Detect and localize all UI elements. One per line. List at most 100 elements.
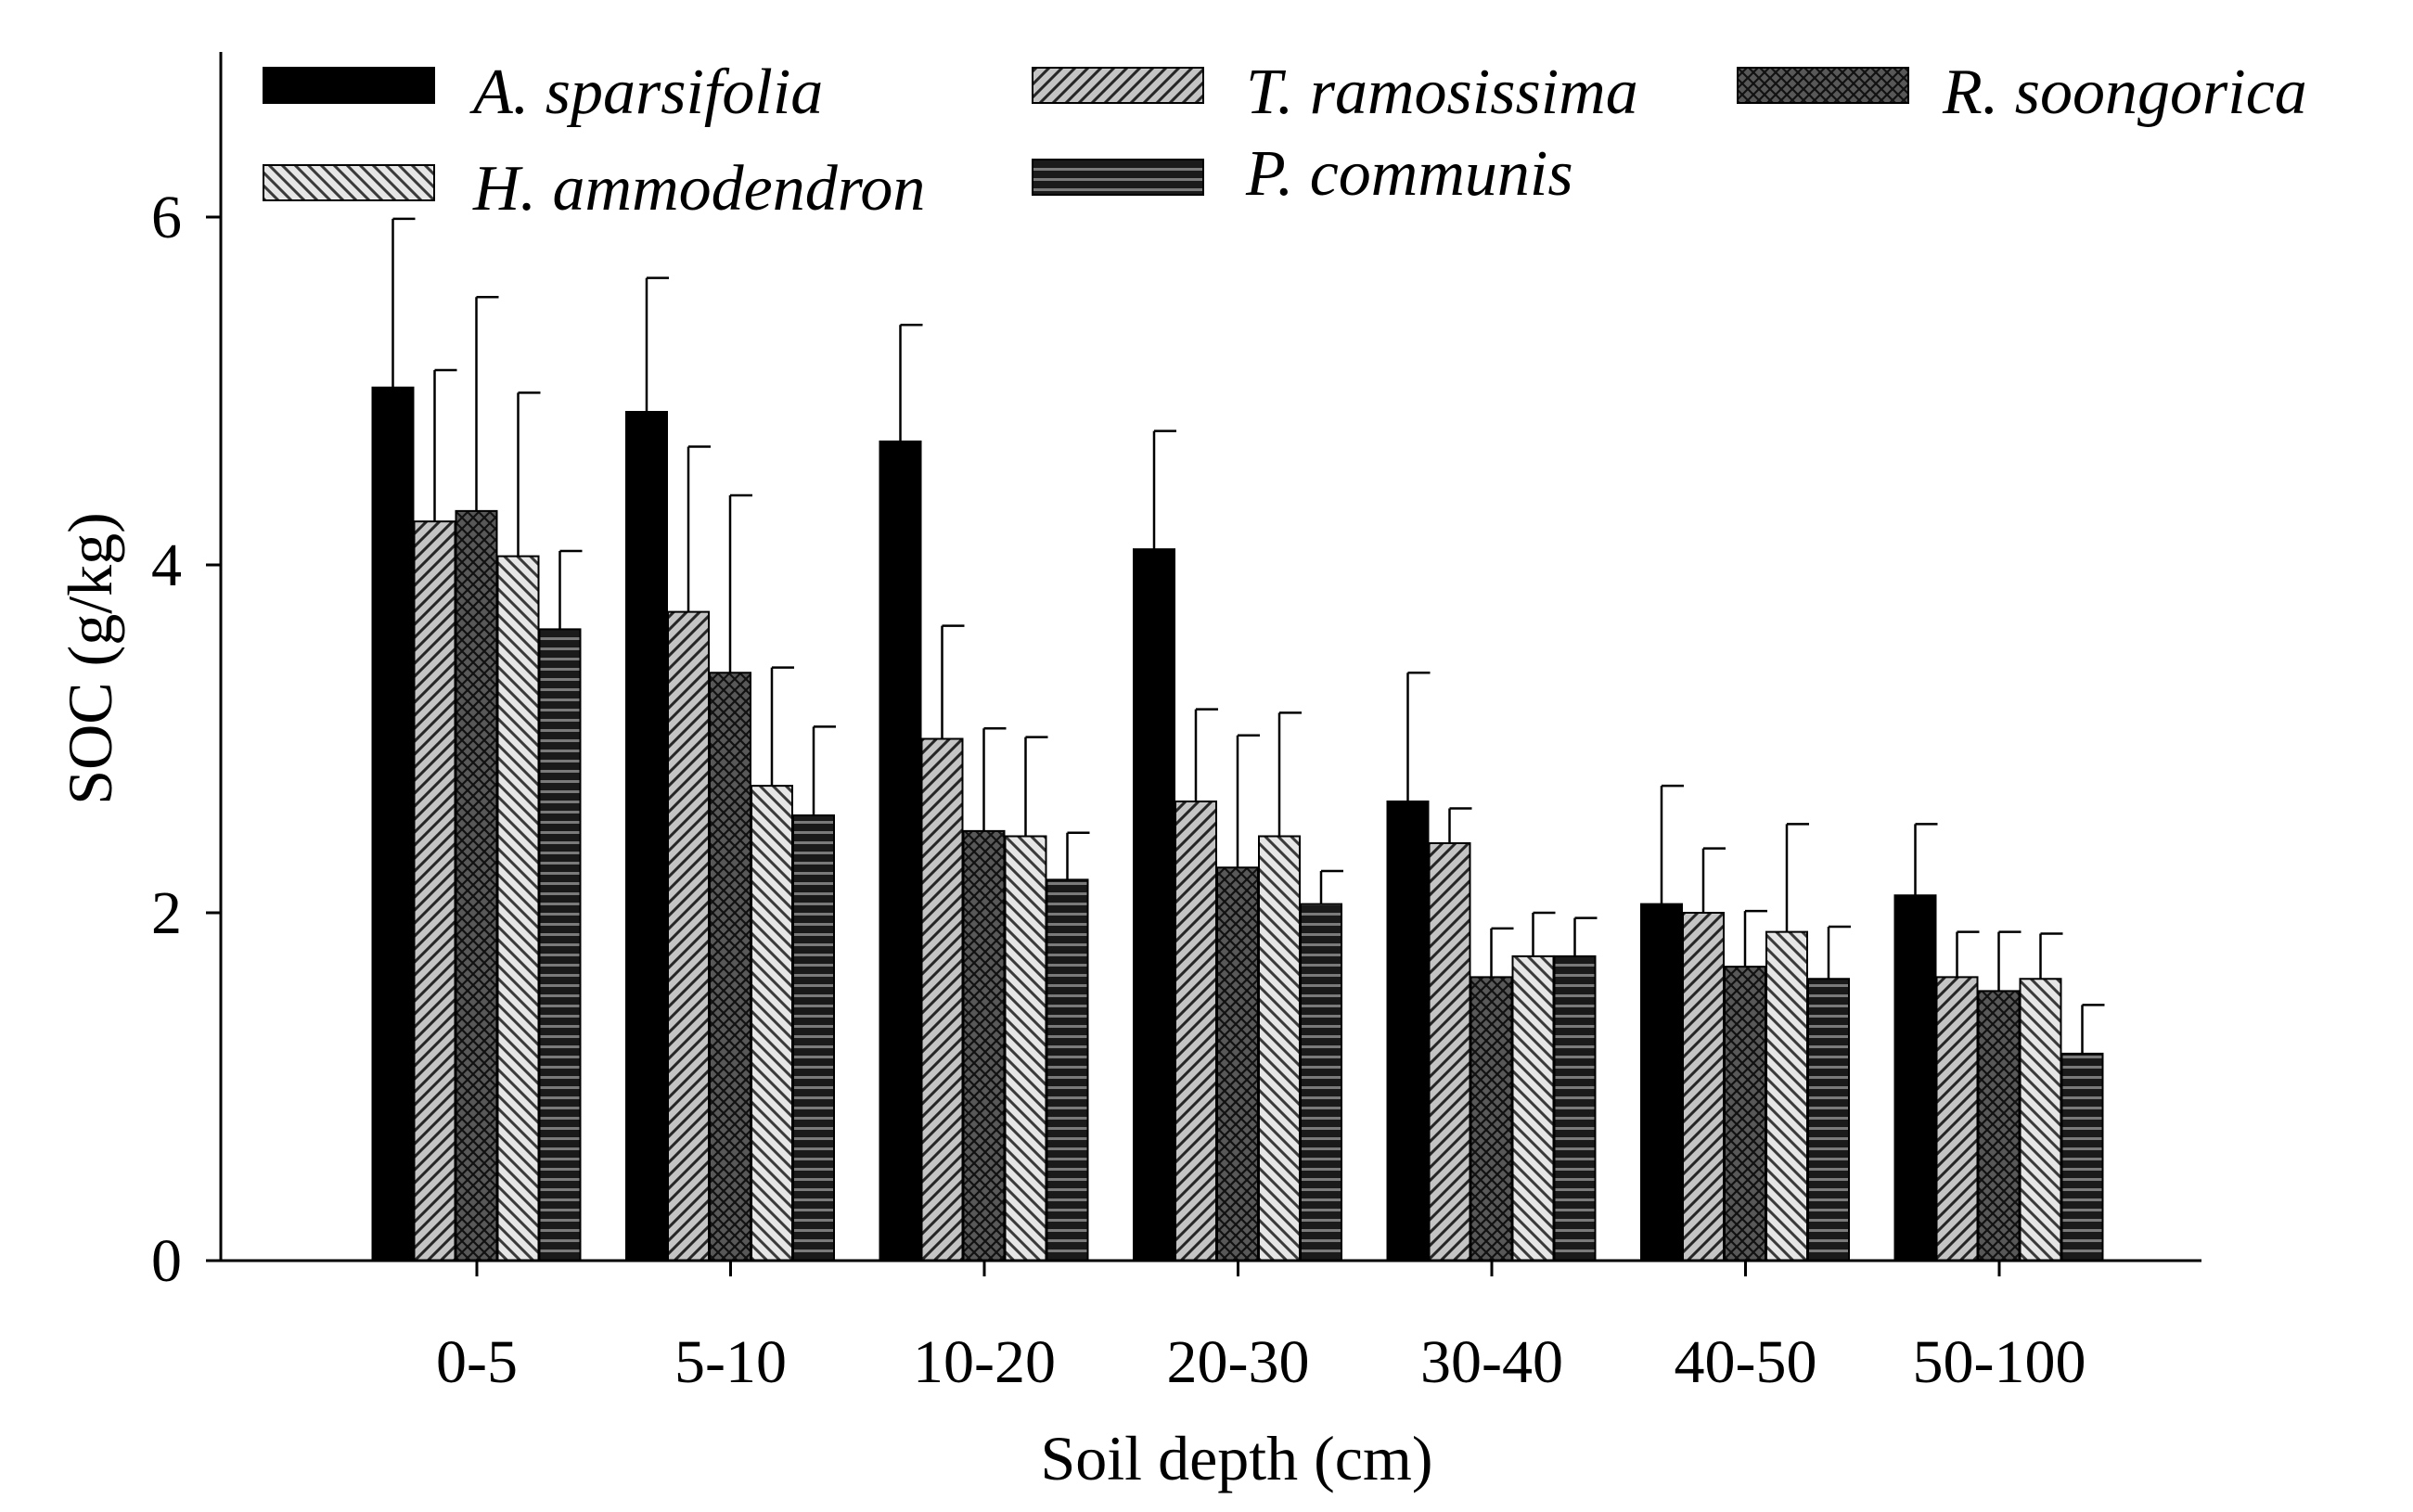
error-bar-r-soongorica-50-100 <box>1997 930 2022 992</box>
bar-t-ramosissima-50-100 <box>1935 976 1979 1262</box>
error-bar-t-ramosissima-50-100 <box>1956 930 1980 978</box>
bar-t-ramosissima-20-30 <box>1174 801 1217 1262</box>
error-bar-h-ammodendron-30-40 <box>1532 911 1556 956</box>
legend-label-r-soongorica: R. soongorica <box>1942 57 2307 128</box>
bar-r-soongorica-5-10 <box>709 672 751 1262</box>
bar-a-sparsifolia-50-100 <box>1893 894 1937 1262</box>
x-ticks-layer: 0-5 5-10 10-20 20-30 30-40 40-50 50-100 <box>436 1261 2086 1396</box>
error-bar-r-soongorica-5-10 <box>728 493 752 673</box>
error-bar-h-ammodendron-20-30 <box>1277 711 1302 837</box>
bar-p-communis-50-100 <box>2060 1052 2104 1262</box>
legend-swatch-r-soongorica <box>1737 67 1909 104</box>
bar-h-ammodendron-20-30 <box>1258 835 1301 1262</box>
x-tick-label-0-5: 0-5 <box>436 1328 518 1396</box>
y-tick-label-6: 6 <box>151 184 182 251</box>
bar-r-soongorica-30-40 <box>1470 976 1513 1262</box>
bar-r-soongorica-0-5 <box>455 509 498 1262</box>
error-bar-t-ramosissima-30-40 <box>1448 807 1472 843</box>
bar-t-ramosissima-5-10 <box>667 610 710 1262</box>
x-tick-label-10-20: 10-20 <box>913 1328 1056 1396</box>
error-bar-t-ramosissima-5-10 <box>687 445 711 612</box>
bar-a-sparsifolia-30-40 <box>1386 801 1430 1262</box>
legend-label-h-ammodendron: H. ammodendron <box>472 153 925 224</box>
error-bar-h-ammodendron-0-5 <box>517 391 541 557</box>
legend-label-p-communis: P. communis <box>1245 138 1573 210</box>
legend-item-a-sparsifolia: A. sparsifolia <box>263 57 823 128</box>
y-tick-label-2: 2 <box>151 879 182 947</box>
legend-item-p-communis: P. communis <box>1032 138 1573 210</box>
bar-t-ramosissima-30-40 <box>1428 842 1471 1262</box>
error-bar-h-ammodendron-10-20 <box>1024 736 1048 837</box>
bar-p-communis-10-20 <box>1046 878 1089 1262</box>
x-tick-label-50-100: 50-100 <box>1913 1328 2086 1396</box>
error-bar-r-soongorica-20-30 <box>1236 734 1260 868</box>
error-bar-h-ammodendron-50-100 <box>2039 932 2063 980</box>
legend-swatch-p-communis <box>1032 159 1204 196</box>
y-tick-label-4: 4 <box>151 532 182 599</box>
bar-p-communis-30-40 <box>1553 955 1597 1262</box>
legend-item-h-ammodendron: H. ammodendron <box>263 153 925 224</box>
error-bar-r-soongorica-30-40 <box>1490 927 1514 978</box>
bar-t-ramosissima-10-20 <box>920 737 964 1262</box>
x-tick-label-5-10: 5-10 <box>674 1328 787 1396</box>
bar-h-ammodendron-0-5 <box>496 555 540 1262</box>
error-bar-a-sparsifolia-20-30 <box>1152 429 1176 550</box>
error-bar-a-sparsifolia-50-100 <box>1914 823 1938 896</box>
error-bar-a-sparsifolia-40-50 <box>1660 784 1684 904</box>
legend: A. sparsifolia T. ramosissima R. soongoric… <box>263 57 2307 224</box>
bar-h-ammodendron-5-10 <box>751 785 793 1262</box>
bar-r-soongorica-50-100 <box>1977 990 2021 1262</box>
legend-swatch-a-sparsifolia <box>263 67 435 104</box>
error-bar-h-ammodendron-5-10 <box>770 666 794 787</box>
legend-item-t-ramosissima: T. ramosissima <box>1032 57 1638 128</box>
y-ticks-layer: 0 2 4 6 <box>151 184 221 1295</box>
y-axis-title: SOC (g/kg) <box>55 512 125 804</box>
bar-h-ammodendron-30-40 <box>1511 955 1555 1262</box>
plot-area: 0 2 4 6 0-5 5-10 10-20 20-30 30-40 40-50 50-100 A… <box>151 52 2307 1396</box>
error-bar-p-communis-5-10 <box>812 725 836 815</box>
bar-r-soongorica-10-20 <box>962 829 1006 1262</box>
error-bars-layer <box>391 217 2105 1054</box>
error-bar-t-ramosissima-40-50 <box>1701 847 1726 913</box>
bar-h-ammodendron-40-50 <box>1765 930 1808 1262</box>
bar-h-ammodendron-10-20 <box>1004 835 1047 1262</box>
error-bar-r-soongorica-0-5 <box>475 296 499 511</box>
legend-label-a-sparsifolia: A. sparsifolia <box>469 57 823 128</box>
error-bar-p-communis-40-50 <box>1827 925 1851 980</box>
error-bar-a-sparsifolia-5-10 <box>645 276 669 412</box>
error-bar-a-sparsifolia-30-40 <box>1406 672 1431 801</box>
bar-h-ammodendron-50-100 <box>2019 978 2062 1262</box>
bar-r-soongorica-20-30 <box>1216 866 1259 1262</box>
x-tick-label-30-40: 30-40 <box>1420 1328 1563 1396</box>
bar-a-sparsifolia-20-30 <box>1133 548 1175 1262</box>
bar-a-sparsifolia-40-50 <box>1640 903 1683 1262</box>
bar-p-communis-40-50 <box>1807 978 1850 1262</box>
bar-p-communis-0-5 <box>538 628 582 1262</box>
legend-swatch-t-ramosissima <box>1032 67 1204 104</box>
error-bar-r-soongorica-10-20 <box>982 727 1007 831</box>
bar-a-sparsifolia-5-10 <box>625 411 668 1262</box>
error-bar-p-communis-30-40 <box>1573 916 1598 956</box>
bar-r-soongorica-40-50 <box>1724 966 1766 1262</box>
legend-swatch-h-ammodendron <box>263 164 435 201</box>
bar-p-communis-20-30 <box>1300 903 1342 1262</box>
bar-a-sparsifolia-0-5 <box>371 386 415 1262</box>
error-bar-h-ammodendron-40-50 <box>1785 823 1809 932</box>
x-tick-label-20-30: 20-30 <box>1167 1328 1310 1396</box>
error-bar-p-communis-10-20 <box>1066 831 1090 880</box>
error-bar-a-sparsifolia-10-20 <box>899 324 923 442</box>
error-bar-p-communis-0-5 <box>558 549 583 630</box>
error-bar-t-ramosissima-20-30 <box>1194 708 1218 801</box>
error-bar-p-communis-50-100 <box>2081 1004 2105 1054</box>
bars-layer <box>371 386 2104 1262</box>
bar-t-ramosissima-40-50 <box>1682 912 1725 1262</box>
legend-item-r-soongorica: R. soongorica <box>1737 57 2307 128</box>
legend-label-t-ramosissima: T. ramosissima <box>1246 57 1638 128</box>
error-bar-a-sparsifolia-0-5 <box>391 217 416 388</box>
error-bar-t-ramosissima-10-20 <box>941 624 965 739</box>
x-tick-label-40-50: 40-50 <box>1675 1328 1817 1396</box>
bar-p-communis-5-10 <box>792 814 835 1262</box>
error-bar-t-ramosissima-0-5 <box>433 368 457 522</box>
bar-a-sparsifolia-10-20 <box>879 440 922 1262</box>
